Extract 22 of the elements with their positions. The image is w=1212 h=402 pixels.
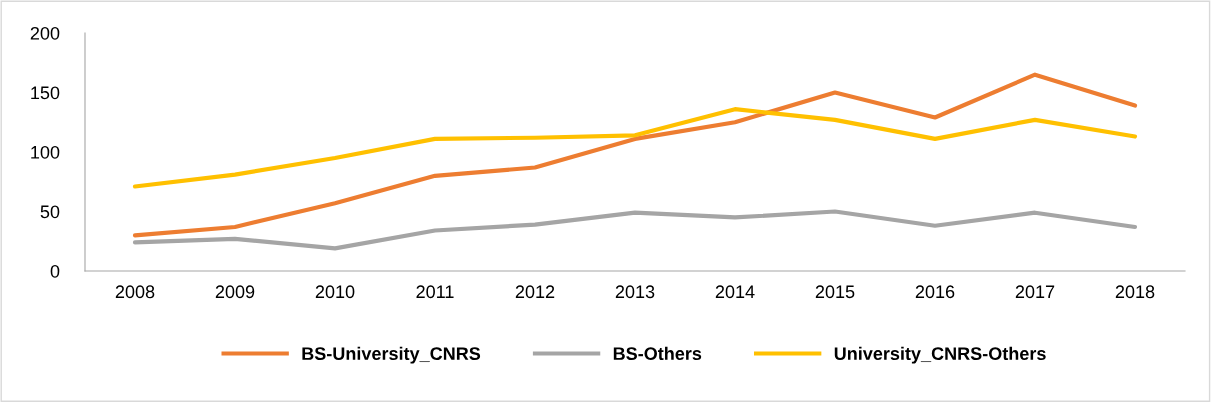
line-series [132,209,1138,251]
x-tick-label: 2018 [1115,285,1155,299]
x-tick-label: 2014 [715,285,755,299]
x-tick-label: 2012 [515,285,555,299]
line-series [132,107,1138,189]
legend-label: BS-University_CNRS [302,346,481,364]
legend-label: BS-Others [613,346,702,361]
y-tick-label: 200 [30,26,60,40]
x-tick-label: 2011 [416,285,454,299]
legend-label: University_CNRS-Others [834,346,1046,364]
x-tick-label: 2009 [215,285,255,299]
x-tick-label: 2010 [315,285,355,299]
x-tick-label: 2015 [815,285,855,299]
y-tick-label: 50 [40,205,60,219]
x-tick-label: 2013 [615,285,655,299]
line-series [132,72,1138,238]
y-tick-label: 0 [50,264,60,278]
y-tick-label: 150 [31,86,60,100]
y-tick-label: 100 [31,145,60,159]
x-tick-label: 2016 [915,285,955,299]
x-tick-label: 2008 [115,285,155,299]
x-tick-label: 2017 [1015,285,1055,299]
